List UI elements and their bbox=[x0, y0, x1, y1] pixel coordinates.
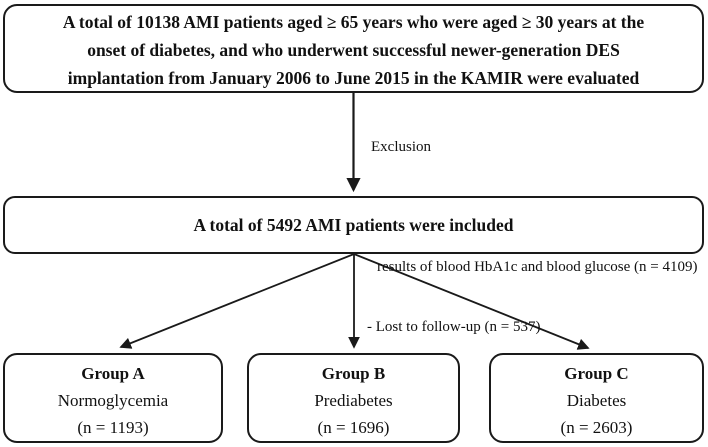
evaluated-patients-line: implantation from January 2006 to June 2… bbox=[67, 68, 640, 88]
group-b-count: (n = 1696) bbox=[317, 418, 390, 437]
group-b-title: Group B bbox=[321, 364, 386, 383]
group-b-label: Prediabetes bbox=[314, 391, 393, 410]
exclusion-title: Exclusion bbox=[371, 139, 431, 155]
group-a-box: Group A Normoglycemia (n = 1193) bbox=[3, 353, 223, 443]
included-patients-text: A total of 5492 AMI patients were includ… bbox=[193, 215, 514, 235]
group-b-box: Group B Prediabetes (n = 1696) bbox=[247, 353, 460, 443]
arrow-included-to-group-a bbox=[119, 253, 355, 349]
evaluated-patients-box: A total of 10138 AMI patients aged ≥ 65 … bbox=[3, 4, 704, 93]
group-a-title: Group A bbox=[81, 364, 145, 383]
arrow-included-to-group-c bbox=[353, 253, 590, 350]
exclusion-item: - Lost to follow-up (n = 537) bbox=[367, 319, 541, 335]
group-a-count: (n = 1193) bbox=[77, 418, 149, 437]
evaluated-patients-line: A total of 10138 AMI patients aged ≥ 65 … bbox=[62, 12, 645, 32]
group-c-box: Group C Diabetes (n = 2603) bbox=[489, 353, 704, 443]
group-c-label: Diabetes bbox=[566, 391, 627, 410]
group-a-label: Normoglycemia bbox=[57, 391, 169, 410]
included-patients-box: A total of 5492 AMI patients were includ… bbox=[3, 196, 704, 254]
group-c-title: Group C bbox=[564, 364, 629, 383]
exclusion-item-continued: results of blood HbA1c and blood glucose… bbox=[377, 259, 698, 275]
group-c-count: (n = 2603) bbox=[560, 418, 633, 437]
evaluated-patients-line: onset of diabetes, and who underwent suc… bbox=[87, 40, 620, 60]
